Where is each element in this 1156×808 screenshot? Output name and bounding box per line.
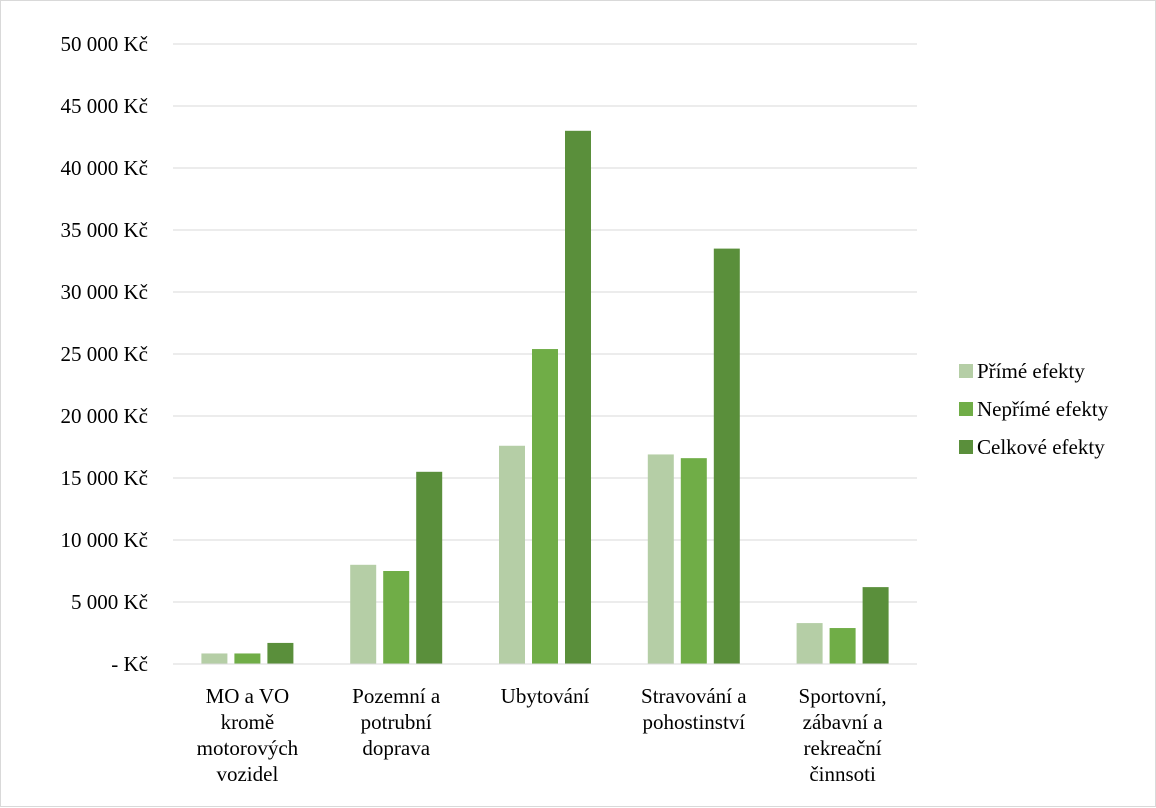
- legend: Přímé efekty Nepřímé efekty Celkové efekty: [959, 359, 1109, 459]
- legend-label: Celkové efekty: [977, 435, 1105, 459]
- category-label: Sportovní,: [799, 684, 887, 708]
- bar: [416, 471, 443, 664]
- bar: [862, 587, 889, 664]
- category-label: vozidel: [216, 762, 278, 786]
- y-tick-label: 50 000 Kč: [61, 32, 149, 56]
- y-tick-label: 40 000 Kč: [61, 156, 149, 180]
- category-label: činnsoti: [809, 762, 876, 786]
- bar: [201, 653, 228, 664]
- bars: [201, 130, 889, 665]
- y-tick-label: 30 000 Kč: [61, 280, 149, 304]
- bar: [350, 564, 377, 664]
- bar: [383, 571, 410, 664]
- category-label: pohostinství: [642, 710, 745, 734]
- bar: [499, 445, 525, 664]
- category-label: MO a VO: [206, 684, 290, 708]
- y-tick-label: 15 000 Kč: [61, 466, 149, 490]
- legend-label: Přímé efekty: [977, 359, 1085, 383]
- category-label: kromě: [221, 710, 275, 734]
- y-tick-label: 45 000 Kč: [61, 94, 149, 118]
- y-tick-label: 20 000 Kč: [61, 404, 149, 428]
- category-label: rekreační: [804, 736, 882, 760]
- category-label: Stravování a: [641, 684, 747, 708]
- y-tick-label: - Kč: [111, 652, 148, 676]
- y-tick-label: 5 000 Kč: [71, 590, 148, 614]
- legend-label: Nepřímé efekty: [977, 397, 1109, 421]
- bar: [532, 349, 558, 664]
- legend-swatch: [959, 364, 973, 378]
- y-tick-label: 35 000 Kč: [61, 218, 149, 242]
- y-tick-label: 25 000 Kč: [61, 342, 149, 366]
- bar: [680, 458, 707, 664]
- bar: [234, 653, 261, 664]
- category-label: Pozemní a: [352, 684, 441, 708]
- category-label: zábavní a: [803, 710, 884, 734]
- bar: [267, 642, 294, 664]
- bar: [796, 623, 823, 664]
- category-label: motorových: [197, 736, 299, 760]
- y-tick-label: 10 000 Kč: [61, 528, 149, 552]
- category-label: doprava: [362, 736, 430, 760]
- bar: [829, 628, 856, 664]
- legend-swatch: [959, 402, 973, 416]
- y-axis-tick-labels: - Kč 5 000 Kč 10 000 Kč 15 000 Kč 20 000 Kč 2…: [61, 32, 149, 676]
- category-label: potrubní: [361, 710, 432, 734]
- bar: [713, 248, 740, 664]
- bar: [647, 454, 674, 664]
- legend-swatch: [959, 440, 973, 454]
- category-label: Ubytování: [501, 684, 590, 708]
- bar: [565, 130, 591, 665]
